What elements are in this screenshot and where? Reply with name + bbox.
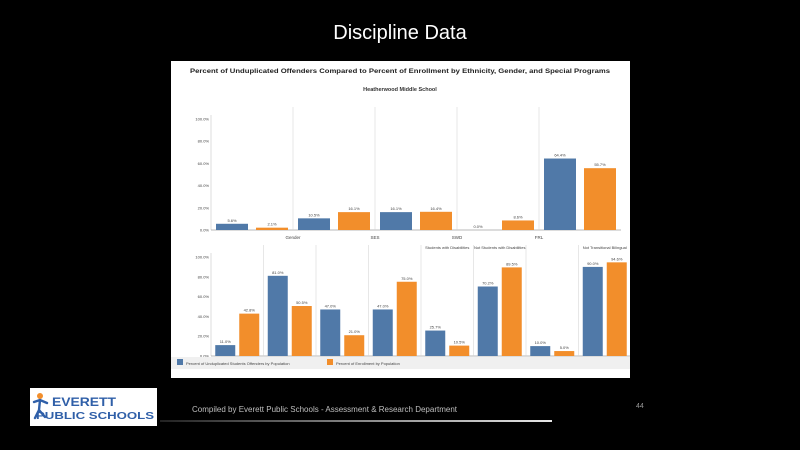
bar-value-label: 81.0%: [272, 270, 284, 275]
bar-offenders: [372, 309, 393, 356]
chart-legend: Percent of Unduplicated Students Offende…: [171, 357, 630, 369]
logo-line-1: EVERETT: [52, 395, 117, 409]
bar-value-label: 10.0%: [535, 340, 547, 345]
group-label: Not Students with Disabilities: [474, 245, 526, 250]
slide-title: Discipline Data: [333, 22, 467, 44]
category-axis-label: SES: [370, 235, 379, 240]
bar-value-label: 42.8%: [244, 308, 256, 313]
bar-offenders: [320, 309, 341, 356]
bar-enrollment: [554, 351, 575, 356]
y-tick-label: 100.0%: [195, 117, 209, 122]
bar-value-label: 90.0%: [587, 261, 599, 266]
footer-note: Compiled by Everett Public Schools - Ass…: [192, 405, 458, 414]
bar-offenders: [530, 346, 551, 356]
bar-value-label: 10.5%: [454, 340, 466, 345]
legend-swatch-offenders: [177, 359, 183, 365]
legend-swatch-enrollment: [327, 359, 333, 365]
top-panel: 0.0% 20.0% 40.0% 60.0% 80.0% 100.0% 5.6% 2.1% 10…: [195, 107, 621, 240]
bar-enrollment: [584, 168, 616, 230]
y-tick-label: 20.0%: [198, 205, 210, 210]
y-tick-label: 40.0%: [198, 183, 210, 188]
chart-svg: Percent of Unduplicated Offenders Compar…: [171, 69, 630, 369]
bar-value-label: 2.1%: [267, 222, 277, 227]
bar-value-label: 11.0%: [220, 339, 231, 344]
bar-offenders: [582, 266, 603, 356]
y-tick-label: 60.0%: [198, 161, 210, 166]
bar-value-label: 64.4%: [554, 153, 566, 158]
bar-enrollment: [239, 313, 260, 356]
bar-enrollment: [396, 281, 417, 356]
group-label: Students with Disabilities: [425, 245, 469, 250]
category-axis-label: Gender: [285, 235, 301, 240]
bar-offenders: [267, 275, 288, 356]
bar-value-label: 5.6%: [227, 218, 237, 223]
bar-value-label: 47.0%: [325, 303, 337, 308]
bar-offenders: [215, 345, 236, 356]
y-tick-label: 40.0%: [198, 314, 210, 319]
y-tick-label: 0.0%: [200, 228, 210, 233]
category-axis-label: SWD: [452, 235, 463, 240]
logo-line-2: PUBLIC SCHOOLS: [36, 411, 154, 422]
bar-value-label: 16.1%: [348, 206, 360, 211]
bar-value-label: 55.7%: [594, 162, 606, 167]
y-tick-label: 80.0%: [198, 139, 210, 144]
bar-value-label: 21.0%: [349, 329, 361, 334]
bar-value-label: 89.5%: [506, 261, 518, 266]
bar-offenders: [380, 212, 412, 230]
bar-enrollment: [606, 262, 627, 356]
y-tick-label: 60.0%: [198, 294, 210, 299]
everett-logo: EVERETT PUBLIC SCHOOLS: [30, 388, 157, 426]
y-tick-label: 20.0%: [198, 334, 210, 339]
bar-enrollment: [501, 267, 522, 356]
bar-offenders: [477, 286, 498, 356]
bar-value-label: 16.4%: [430, 206, 442, 211]
y-tick-label: 0.0%: [200, 354, 210, 359]
bar-enrollment: [291, 306, 312, 356]
chart-panel: Percent of Unduplicated Offenders Compar…: [171, 61, 630, 378]
category-axis-label: FRL: [535, 235, 544, 240]
legend-label-enrollment: Percent of Enrollment by Population: [336, 361, 400, 366]
bar-enrollment: [344, 335, 365, 356]
chart-subtitle: Heatherwood Middle School: [363, 87, 437, 93]
bar-offenders: [216, 223, 248, 230]
bar-enrollment: [449, 345, 470, 356]
bar-value-label: 8.6%: [513, 214, 523, 219]
footer-divider: [160, 420, 552, 422]
bar-enrollment: [338, 212, 370, 230]
bar-value-label: 25.7%: [430, 325, 442, 330]
bar-value-label: 16.1%: [390, 206, 402, 211]
bar-value-label: 47.0%: [377, 303, 389, 308]
bar-offenders: [425, 330, 446, 356]
group-label: Not Transitional Bilingual: [583, 245, 627, 250]
page-number: 44: [636, 403, 644, 410]
bar-enrollment: [256, 227, 288, 230]
bar-value-label: 70.2%: [482, 281, 494, 286]
y-tick-label: 100.0%: [195, 255, 209, 260]
bar-value-label: 94.6%: [611, 256, 623, 261]
bar-value-label: 0.0%: [473, 224, 483, 229]
bar-value-label: 50.5%: [296, 300, 308, 305]
bar-enrollment: [502, 220, 534, 230]
bar-value-label: 75.0%: [401, 276, 413, 281]
bar-value-label: 5.0%: [560, 345, 570, 350]
bar-offenders: [544, 158, 576, 230]
logo-figure-icon: EVERETT PUBLIC SCHOOLS: [32, 393, 154, 422]
bar-value-label: 10.5%: [308, 212, 320, 217]
y-tick-label: 80.0%: [198, 274, 210, 279]
bar-offenders: [298, 218, 330, 230]
bar-enrollment: [420, 211, 452, 230]
legend-label-offenders: Percent of Unduplicated Students Offende…: [186, 361, 290, 366]
chart-title: Percent of Unduplicated Offenders Compar…: [190, 69, 611, 75]
bottom-panel: 0.0% 20.0% 40.0% 60.0% 80.0% 100.0% 11.0% 42.8%…: [195, 245, 630, 359]
